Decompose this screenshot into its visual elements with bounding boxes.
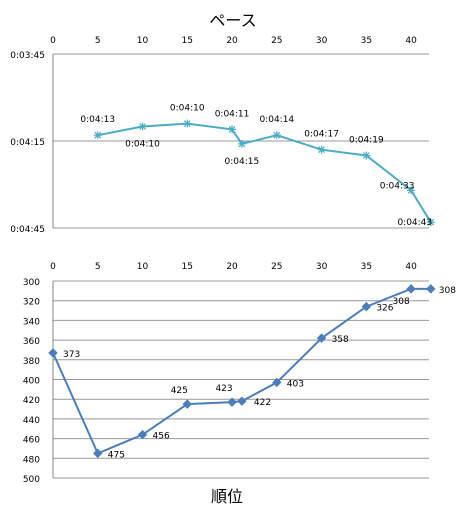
pace-point-marker [228,125,237,134]
pace-point-marker [93,131,102,140]
pace-data-label: 0:04:13 [80,115,115,125]
pace-point-marker [362,151,371,160]
rank-x-tick-label: 25 [271,262,282,272]
rank-data-label: 456 [153,432,170,442]
rank-y-tick-label: 460 [23,436,40,446]
pace-y-tick-label: 0:03:45 [10,51,45,61]
pace-point-marker [138,122,147,131]
rank-data-label: 422 [254,398,271,408]
pace-x-tick-label: 20 [226,36,238,46]
rank-y-tick-label: 320 [23,298,40,308]
pace-y-tick-label: 0:04:45 [10,225,45,235]
rank-data-label: 425 [171,386,188,396]
rank-data-label: 326 [376,304,393,314]
rank-data-label: 308 [439,286,456,296]
rank-data-label: 475 [108,450,125,460]
rank-data-label: 423 [215,384,232,394]
rank-x-tick-label: 20 [226,262,238,272]
rank-point-marker [182,399,192,409]
rank-point-marker [48,348,58,358]
pace-point-marker [426,218,435,227]
rank-point-marker [316,333,327,343]
pace-y-tick-label: 0:04:15 [10,138,45,148]
pace-data-label: 0:04:11 [215,109,250,119]
pace-x-tick-label: 0 [50,36,56,46]
rank-series-line [52,287,431,455]
rank-x-tick-label: 30 [316,262,328,272]
pace-data-label: 0:04:33 [380,181,415,191]
rank-x-tick-label: 35 [361,262,372,272]
pace-data-label: 0:04:17 [304,130,339,140]
rank-x-tick-label: 5 [95,262,101,272]
rank-data-label: 308 [393,297,410,307]
pace-x-tick-label: 25 [271,36,282,46]
pace-x-tick-label: 35 [361,36,372,46]
pace-data-label: 0:04:15 [225,157,260,167]
pace-data-label: 0:04:43 [397,218,432,228]
rank-y-tick-label: 480 [23,455,40,465]
pace-point-marker [272,131,281,140]
pace-x-tick-label: 40 [405,36,417,46]
rank-point-marker [426,284,436,294]
rank-point-marker [272,377,282,388]
rank-x-tick-label: 0 [50,262,56,272]
pace-data-label: 0:04:19 [349,136,384,146]
rank-data-label: 358 [332,335,349,345]
rank-y-tick-label: 340 [23,317,40,327]
rank-x-tick-label: 10 [137,262,149,272]
rank-y-tick-label: 360 [23,337,40,347]
rank-y-tick-label: 500 [23,475,40,485]
rank-y-tick-label: 400 [23,377,40,387]
pace-x-tick-label: 5 [95,36,101,46]
rank-x-tick-label: 15 [182,262,193,272]
rank-point-marker [137,429,148,440]
rank-y-tick-label: 440 [23,416,40,426]
pace-x-tick-label: 10 [137,36,149,46]
rank-data-label: 373 [63,350,80,360]
pace-chart-title: ペース [209,11,256,30]
pace-point-marker [237,139,246,148]
pace-series-line [97,122,432,223]
rank-point-marker [237,396,247,406]
rank-point-marker [361,301,372,312]
rank-point-marker [93,448,103,459]
rank-point-marker [406,284,416,294]
rank-y-tick-label: 420 [23,396,40,406]
pace-x-tick-label: 15 [182,36,193,46]
rank-data-label: 403 [287,379,304,389]
rank-point-marker [227,397,237,407]
rank-x-tick-label: 40 [405,262,417,272]
pace-x-tick-label: 30 [316,36,328,46]
pace-point-marker [317,145,326,154]
pace-data-label: 0:04:10 [125,140,160,150]
pace-point-marker [407,186,416,195]
pace-point-marker [183,119,192,128]
rank-y-tick-label: 380 [23,357,40,367]
rank-y-tick-label: 300 [23,278,40,288]
pace-data-label: 0:04:14 [259,115,294,125]
rank-chart-title: 順位 [211,487,243,506]
pace-data-label: 0:04:10 [170,104,205,114]
